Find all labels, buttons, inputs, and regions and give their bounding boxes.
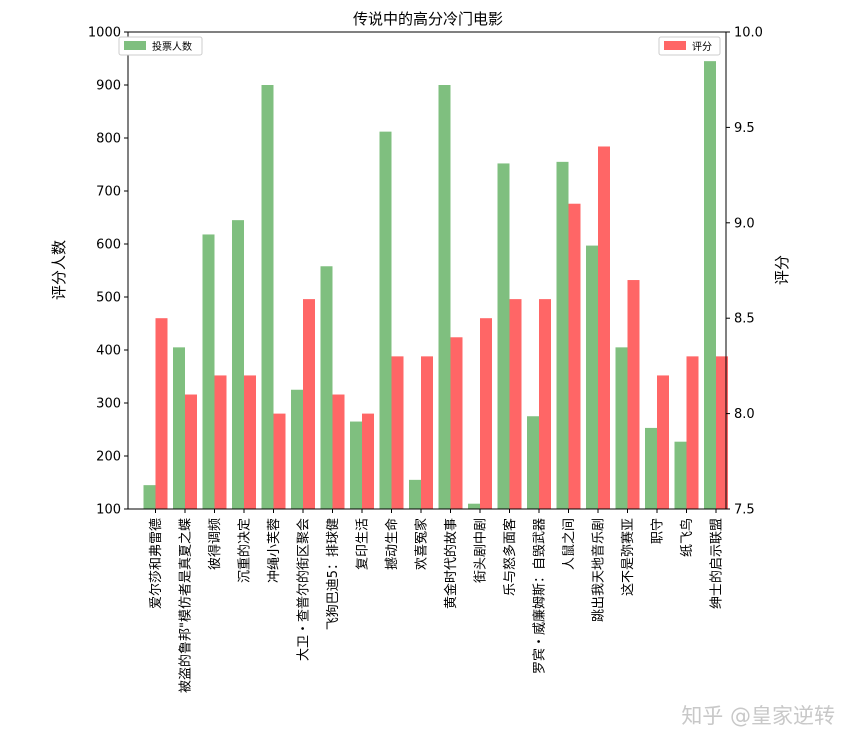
bar-votes (261, 85, 274, 509)
x-tick-label: 大卫・查普尔的街区聚会 (296, 518, 312, 661)
left-tick-label: 600 (96, 238, 121, 253)
legend-swatch-votes (124, 41, 146, 50)
rating-series (155, 146, 728, 510)
x-tick-label: 人鼠之间 (562, 518, 577, 570)
bar-votes (202, 234, 215, 509)
bar-rating (421, 356, 433, 509)
bar-rating (480, 318, 492, 509)
watermark: 知乎 @皇家逆转 (681, 704, 835, 728)
bar-rating (244, 375, 256, 509)
bar-votes (379, 131, 392, 509)
x-tick-label: 冲绳小芙蓉 (267, 518, 282, 583)
bar-votes (615, 347, 628, 509)
legend-right: 评分 (658, 36, 721, 56)
x-tick-label: 彼得调频 (207, 518, 223, 570)
bar-votes (409, 479, 421, 509)
left-tick-label: 200 (96, 450, 121, 465)
x-tick-label: 街头剧中剧 (474, 518, 489, 583)
right-y-axis: 7.5 8.0 8.5 9.0 9.5 10.0 (726, 26, 763, 518)
bar-rating (214, 375, 227, 509)
bar-rating (332, 394, 345, 509)
x-tick-label: 飞狗巴迪5：排球健 (326, 518, 341, 630)
bar-rating (450, 337, 463, 509)
x-tick-label: 复印生活 (356, 518, 371, 570)
left-tick-label: 800 (96, 132, 121, 147)
plot-frame (127, 31, 727, 510)
legend-label-votes: 投票人数 (152, 40, 192, 53)
bar-votes (350, 421, 362, 509)
right-tick-label: 8.0 (734, 407, 755, 422)
left-y-axis-label: 评分人数 (50, 240, 68, 300)
right-tick-label: 10.0 (734, 26, 763, 41)
bar-rating (568, 203, 581, 509)
right-tick-label: 9.5 (734, 121, 755, 136)
bar-votes (527, 416, 539, 509)
x-tick-label: 职守 (651, 518, 666, 544)
x-tick-label: 绅士的启示联盟 (709, 518, 725, 609)
bar-votes (438, 85, 451, 509)
left-tick-label: 900 (96, 79, 121, 94)
legend-label-rating: 评分 (692, 41, 712, 53)
bar-votes (586, 245, 598, 509)
bar-rating (627, 280, 640, 509)
x-tick-label: 被盗的鲁邦"模仿者是真夏之蝶 (178, 518, 194, 693)
vote-count-series (143, 61, 716, 510)
x-tick-label: 这不是弥赛亚 (620, 518, 636, 596)
chart-title: 传说中的高分冷门电影 (353, 10, 503, 28)
left-tick-label: 300 (96, 397, 121, 412)
right-tick-label: 9.0 (734, 216, 755, 231)
bar-votes (143, 485, 156, 509)
bar-votes (468, 503, 480, 509)
left-tick-label: 100 (96, 503, 121, 518)
bar-rating (509, 299, 522, 509)
x-axis: 爱尔莎和弗雷德 被盗的鲁邦"模仿者是真夏之蝶 彼得调频 沉重的决定 冲绳小芙蓉 大卫・查普… (149, 509, 725, 693)
x-tick-label: 乐与怒多面客 (502, 518, 518, 596)
x-tick-label: 撼动生命 (384, 518, 400, 570)
bar-rating (657, 375, 669, 509)
bar-rating (539, 299, 551, 509)
bar-rating (362, 413, 374, 509)
bar-rating (686, 356, 699, 509)
x-tick-label: 黄金时代的故事 (443, 518, 459, 609)
bar-votes (704, 61, 716, 510)
bar-rating (598, 146, 610, 510)
bar-rating (391, 356, 404, 509)
bar-votes (497, 163, 510, 509)
right-y-axis-label: 评分 (773, 255, 791, 285)
left-y-axis: 100 200 300 400 500 600 700 800 900 1000 (88, 26, 128, 518)
bar-votes (173, 347, 185, 509)
right-tick-label: 7.5 (734, 503, 755, 518)
bar-rating (185, 394, 197, 509)
left-tick-label: 1000 (88, 26, 121, 41)
bar-votes (291, 389, 303, 509)
legend-swatch-rating (664, 41, 686, 50)
bar-votes (232, 220, 244, 509)
left-tick-label: 400 (96, 344, 121, 359)
x-tick-label: 跳出我天地音乐剧 (591, 518, 607, 622)
x-tick-label: 沉重的决定 (237, 518, 253, 583)
left-tick-label: 700 (96, 185, 121, 200)
x-tick-label: 欢喜冤家 (414, 518, 430, 570)
x-tick-label: 爱尔莎和弗雷德 (149, 518, 164, 609)
x-tick-label: 罗宾・威廉姆斯：自毁武器 (532, 518, 548, 674)
bar-votes (645, 427, 657, 509)
bar-votes (320, 266, 333, 509)
x-tick-label: 纸飞鸟 (679, 518, 695, 557)
bar-votes (674, 441, 687, 509)
bar-rating (716, 356, 728, 509)
bar-rating (155, 318, 168, 509)
right-tick-label: 8.5 (734, 312, 755, 327)
bar-rating (273, 413, 286, 509)
left-tick-label: 500 (96, 291, 121, 306)
bar-rating (303, 299, 315, 509)
legend-left: 投票人数 (118, 36, 203, 56)
bar-votes (556, 161, 569, 509)
